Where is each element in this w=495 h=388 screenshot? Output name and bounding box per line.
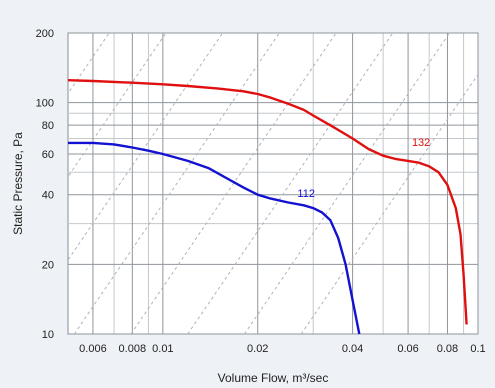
y-tick-label: 40 [42, 190, 54, 202]
system-curve-lines [0, 33, 478, 334]
y-tick-label: 20 [42, 259, 54, 271]
system-curve-line [0, 33, 52, 334]
series-group: 132 112 [67, 79, 468, 335]
series-label-1: 132 [412, 137, 430, 149]
series-label-2: 112 [297, 188, 315, 200]
plot-area [67, 32, 479, 335]
y-axis-label: Static Pressure, Pa [11, 132, 25, 235]
tick-labels: 0.006 0.008 0.01 0.02 0.04 0.06 0.08 0.1 10 20 40 6… [36, 28, 486, 355]
x-tick-label: 0.06 [397, 343, 418, 355]
y-tick-label: 200 [36, 28, 54, 40]
x-tick-label: 0.006 [79, 343, 107, 355]
x-tick-label: 0.1 [470, 343, 485, 355]
series-line-1 [67, 79, 468, 325]
y-tick-label: 60 [42, 149, 54, 161]
system-curve-line [244, 33, 450, 334]
x-tick-label: 0.02 [247, 343, 268, 355]
system-curve-line [187, 33, 394, 334]
y-tick-label: 100 [36, 98, 54, 110]
x-axis-label: Volume Flow, m³/sec [218, 371, 329, 385]
system-curve-line [300, 73, 478, 334]
system-curve-line [68, 33, 223, 261]
series-line-2 [68, 141, 361, 335]
x-tick-label: 0.08 [437, 343, 458, 355]
y-tick-label: 10 [42, 329, 54, 341]
x-tick-label: 0.04 [342, 343, 363, 355]
system-curve-line [130, 33, 337, 334]
x-tick-label: 0.01 [152, 343, 173, 355]
system-curve-line [73, 33, 280, 334]
x-tick-label: 0.008 [119, 343, 147, 355]
y-tick-label: 80 [42, 120, 54, 132]
